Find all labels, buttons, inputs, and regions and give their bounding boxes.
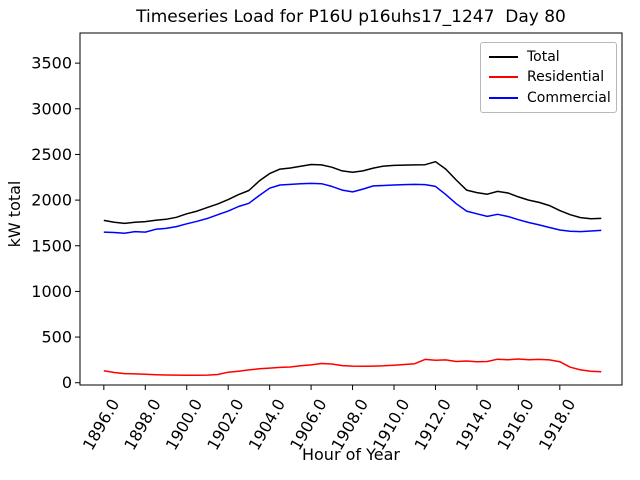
legend-label-total: Total (527, 49, 560, 66)
x-tick-label: 1900.0 (162, 396, 206, 454)
commercial-line-swatch (489, 96, 518, 99)
x-tick-label: 1914.0 (452, 395, 496, 453)
series-residential-line (103, 358, 602, 376)
legend: Total Residential Commercial (480, 42, 617, 113)
series-commercial-line (103, 182, 602, 234)
legend-item-total: Total (489, 50, 608, 64)
legend-item-residential: Residential (489, 70, 608, 84)
legend-label-commercial: Commercial (527, 89, 611, 106)
y-axis-label: kW total (5, 181, 24, 248)
x-tick-label: 1896.0 (79, 396, 123, 454)
x-tick-label: 1904.0 (245, 396, 289, 454)
x-tick-label: 1912.0 (410, 396, 454, 454)
y-tick-label: 2000 (31, 191, 72, 210)
y-tick-label: 500 (41, 328, 72, 347)
y-tick-label: 1500 (31, 236, 72, 255)
x-tick-label: 1898.0 (120, 396, 164, 454)
y-tick-label: 3000 (31, 99, 72, 118)
y-tick-label: 3500 (31, 54, 72, 73)
axes-frame (79, 32, 623, 386)
chart-title: Timeseries Load for P16U p16uhs17_1247 D… (136, 7, 566, 27)
series-total-line (103, 160, 602, 225)
y-tick-label: 0 (62, 373, 72, 392)
residential-line-swatch (489, 76, 518, 79)
y-tick-label: 1000 (31, 282, 72, 301)
x-tick-label: 1918.0 (535, 396, 579, 454)
x-tick-label: 1902.0 (203, 396, 247, 454)
total-line-swatch (489, 56, 518, 59)
legend-label-residential: Residential (527, 69, 605, 86)
legend-item-commercial: Commercial (489, 89, 611, 106)
x-axis-label: Hour of Year (302, 445, 400, 464)
y-tick-label: 2500 (31, 145, 72, 164)
x-tick-label: 1916.0 (493, 396, 537, 454)
